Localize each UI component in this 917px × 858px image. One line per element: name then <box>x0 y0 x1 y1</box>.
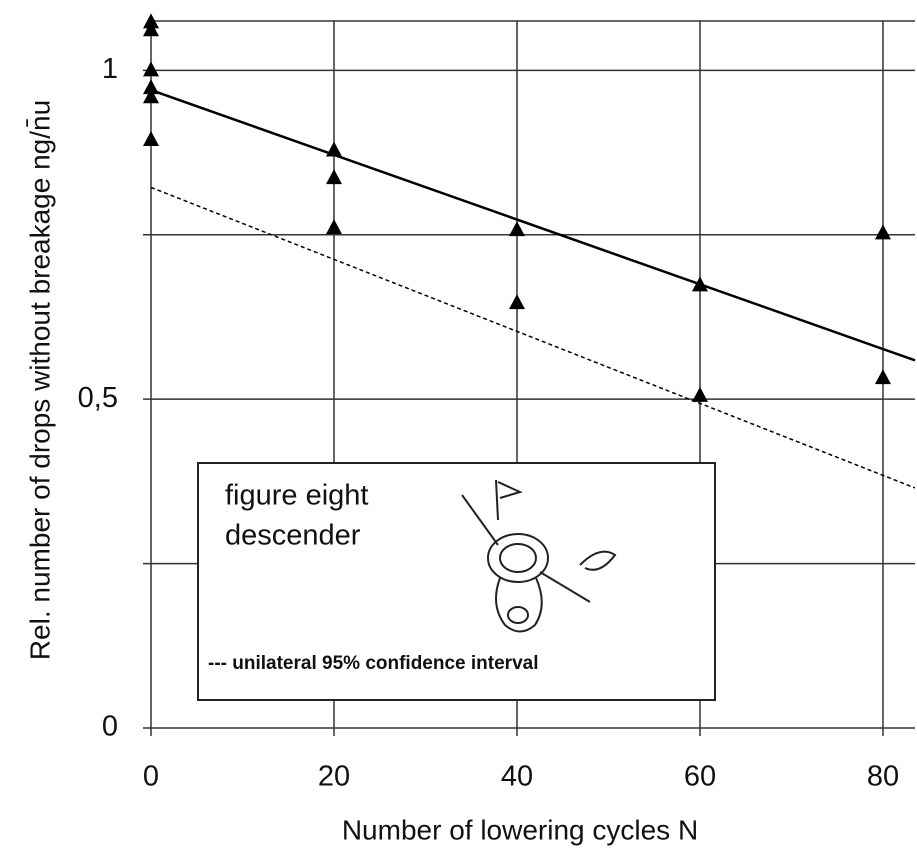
point <box>508 294 525 310</box>
legend-box <box>197 462 716 701</box>
y-tick-label: 0,5 <box>78 382 118 414</box>
fit-line <box>150 88 916 362</box>
x-tick-label: 60 <box>684 761 716 793</box>
x-tick-label: 40 <box>501 761 533 793</box>
point <box>325 141 342 157</box>
point <box>325 219 342 235</box>
legend-title: figure eight <box>225 480 369 512</box>
x-tick-label: 0 <box>143 761 159 793</box>
point <box>874 224 891 240</box>
point <box>143 88 159 104</box>
point <box>143 131 159 147</box>
point <box>874 369 891 385</box>
point <box>143 21 159 37</box>
y-tick-label: 1 <box>102 53 118 85</box>
y-tick-label: 0 <box>102 711 118 743</box>
point <box>143 61 159 77</box>
legend-title: descender <box>225 520 361 552</box>
x-axis-label: Number of lowering cycles N <box>342 814 698 845</box>
point <box>143 79 159 95</box>
x-tick-label: 20 <box>318 761 350 793</box>
x-tick-label: 80 <box>867 761 899 793</box>
legend-note: --- unilateral 95% confidence interval <box>208 653 538 674</box>
point <box>508 221 525 237</box>
confidence-line <box>150 186 916 489</box>
point <box>143 13 159 29</box>
point <box>691 386 708 402</box>
descender-icon <box>461 479 617 633</box>
y-axis-label: Rel. number of drops without breakage ng… <box>24 100 55 660</box>
point <box>325 169 342 185</box>
point <box>691 276 708 292</box>
